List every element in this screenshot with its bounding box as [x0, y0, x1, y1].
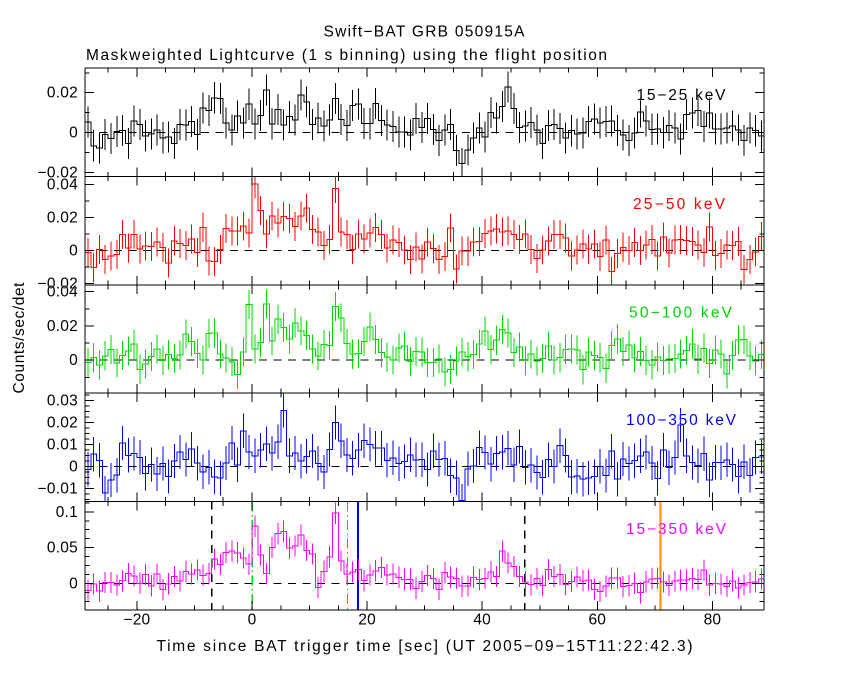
svg-text:0.02: 0.02: [47, 414, 78, 431]
svg-text:0.05: 0.05: [47, 540, 78, 557]
svg-text:Counts/sec/det: Counts/sec/det: [11, 282, 28, 394]
svg-text:0: 0: [69, 242, 78, 259]
svg-text:0.03: 0.03: [47, 392, 78, 409]
svg-text:−0.01: −0.01: [38, 480, 78, 497]
svg-text:0.1: 0.1: [56, 504, 78, 521]
svg-text:−20: −20: [123, 612, 150, 629]
svg-text:−0.02: −0.02: [38, 275, 78, 292]
svg-text:Time since BAT trigger time [s: Time since BAT trigger time [sec] (UT 20…: [157, 638, 693, 655]
svg-text:−0.02: −0.02: [38, 164, 78, 181]
svg-text:0: 0: [69, 576, 78, 593]
svg-text:0.02: 0.02: [47, 85, 78, 102]
svg-text:25−50 keV: 25−50 keV: [633, 196, 726, 213]
svg-text:15−25 keV: 15−25 keV: [637, 87, 727, 104]
svg-text:0: 0: [248, 612, 257, 629]
svg-text:80: 80: [704, 612, 722, 629]
svg-text:Maskweighted Lightcurve (1 s b: Maskweighted Lightcurve (1 s binning) us…: [86, 47, 607, 64]
svg-text:0.02: 0.02: [47, 318, 78, 335]
svg-text:100−350 keV: 100−350 keV: [626, 412, 737, 429]
svg-text:0.04: 0.04: [47, 176, 78, 193]
svg-text:0: 0: [69, 458, 78, 475]
svg-text:0.01: 0.01: [47, 436, 78, 453]
svg-text:0.04: 0.04: [47, 284, 78, 301]
svg-text:Swift−BAT GRB 050915A: Swift−BAT GRB 050915A: [324, 24, 526, 41]
svg-text:20: 20: [358, 612, 376, 629]
svg-text:15−350 keV: 15−350 keV: [626, 521, 727, 538]
svg-text:0: 0: [69, 352, 78, 369]
svg-text:0.02: 0.02: [47, 209, 78, 226]
svg-text:40: 40: [473, 612, 491, 629]
svg-text:60: 60: [588, 612, 606, 629]
svg-text:50−100 keV: 50−100 keV: [629, 305, 733, 322]
svg-text:0: 0: [69, 125, 78, 142]
